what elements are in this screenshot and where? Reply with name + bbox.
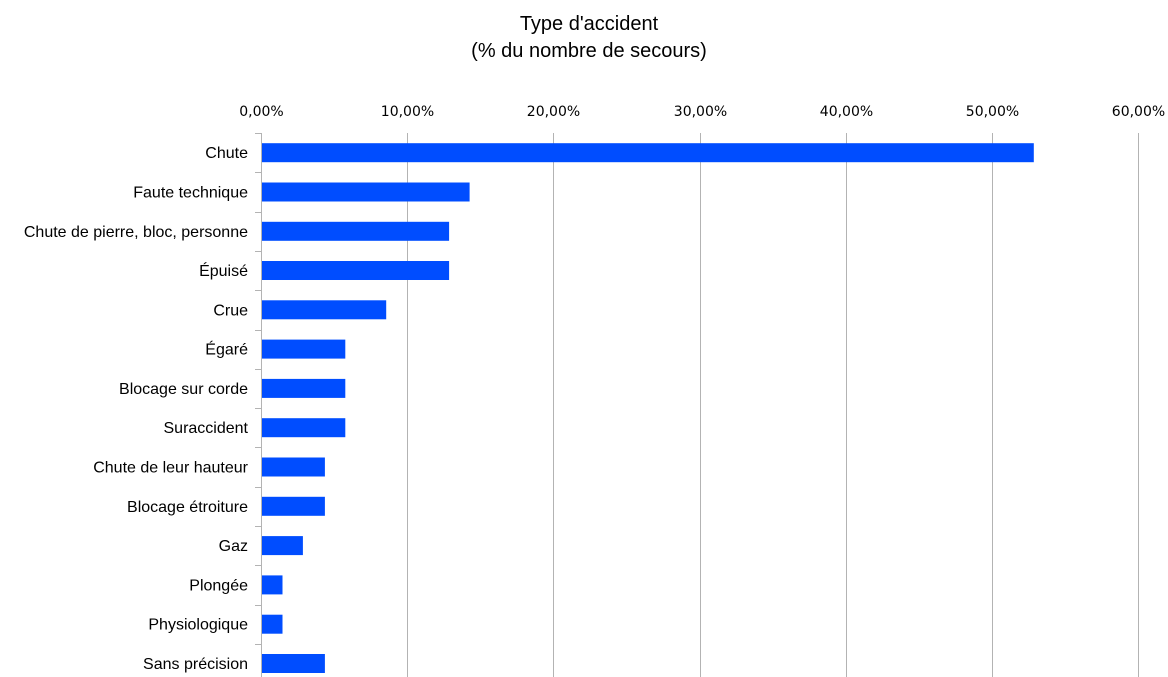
grid-layer: [261, 133, 1139, 677]
category-label: Gaz: [219, 538, 248, 555]
category-label: Chute de pierre, bloc, personne: [24, 224, 248, 241]
category-label: Physiologique: [148, 617, 248, 634]
x-tick-label: 0,00%: [239, 104, 283, 120]
category-label: Plongée: [189, 577, 248, 594]
bar: [262, 182, 470, 202]
bar: [262, 654, 325, 673]
bar: [262, 457, 325, 477]
chart-title: Type d'accident: [520, 13, 659, 35]
category-label: Crue: [213, 302, 248, 319]
category-label: Épuisé: [199, 261, 248, 280]
x-tick-label: 50,00%: [966, 104, 1019, 120]
bar: [262, 221, 450, 241]
bar: [262, 418, 346, 438]
chart-subtitle: (% du nombre de secours): [471, 40, 707, 62]
x-tick-label: 40,00%: [820, 104, 873, 120]
labels-layer: 0,00% 10,00% 20,00% 30,00% 40,00% 50,00% 60,00…: [24, 104, 1165, 673]
category-label: Blocage sur corde: [119, 381, 248, 398]
category-label: Blocage étroiture: [127, 499, 248, 516]
bar: [262, 614, 283, 634]
x-tick-label: 60,00%: [1112, 104, 1165, 120]
bar: [262, 143, 1034, 163]
axis-layer: [255, 133, 262, 677]
category-label: Égaré: [205, 340, 248, 359]
bar: [262, 536, 303, 556]
bar: [262, 496, 325, 516]
category-label: Suraccident: [164, 420, 249, 437]
bar: [262, 261, 450, 280]
category-label: Chute de leur hauteur: [93, 460, 248, 477]
bar: [262, 378, 346, 398]
bar: [262, 339, 346, 359]
x-tick-label: 20,00%: [527, 104, 580, 120]
category-label: Faute technique: [133, 185, 248, 202]
category-label: Chute: [205, 145, 248, 162]
x-tick-label: 10,00%: [381, 104, 434, 120]
x-tick-label: 30,00%: [674, 104, 727, 120]
bar: [262, 575, 283, 595]
bar: [262, 300, 387, 320]
bars-layer: [262, 143, 1034, 673]
category-label: Sans précision: [143, 656, 248, 673]
